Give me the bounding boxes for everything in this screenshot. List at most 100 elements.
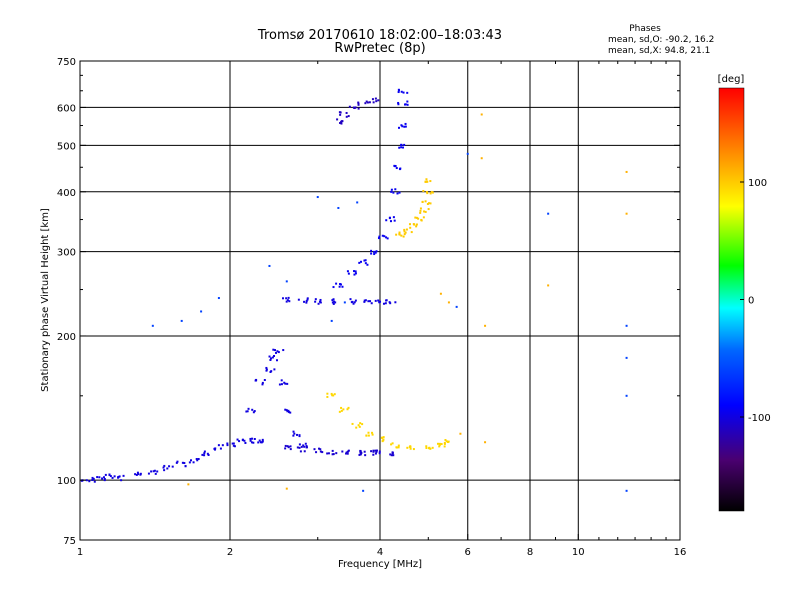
data-point — [415, 225, 418, 228]
data-point — [414, 216, 417, 219]
data-point — [455, 305, 458, 308]
data-point — [354, 270, 357, 273]
data-point — [305, 301, 308, 304]
data-point — [180, 319, 183, 322]
data-point — [444, 438, 447, 441]
data-point — [113, 475, 116, 478]
data-point — [429, 447, 432, 450]
data-point — [109, 475, 112, 478]
data-point — [321, 451, 324, 454]
data-point — [443, 441, 446, 444]
data-point — [333, 300, 336, 303]
data-point — [393, 219, 396, 222]
data-point — [358, 425, 361, 428]
data-point — [339, 283, 342, 286]
data-point — [103, 479, 106, 482]
data-point — [398, 146, 401, 149]
data-point — [397, 126, 400, 129]
data-point — [343, 301, 346, 304]
data-point — [331, 449, 334, 452]
data-point — [298, 443, 301, 446]
data-point — [415, 216, 418, 219]
stats-line-x: mean, sd,X: 94.8, 21.1 — [608, 46, 710, 56]
data-point — [317, 302, 320, 305]
data-point — [286, 299, 289, 302]
data-point — [354, 299, 357, 302]
data-point — [153, 469, 156, 472]
data-point — [259, 441, 262, 444]
data-point — [359, 453, 362, 456]
data-point — [425, 190, 428, 193]
data-point — [280, 379, 283, 382]
data-point — [378, 301, 381, 304]
x-tick-label: 6 — [465, 547, 471, 558]
data-point — [305, 446, 308, 449]
data-point — [419, 207, 422, 210]
data-point — [438, 442, 441, 445]
data-points — [80, 88, 628, 492]
chart-title: Tromsø 20170610 18:02:00–18:03:43 — [257, 28, 502, 43]
data-point — [120, 479, 123, 482]
data-point — [394, 188, 397, 191]
data-point — [345, 452, 348, 455]
x-tick-label: 16 — [674, 547, 687, 558]
data-point — [305, 300, 308, 303]
data-point — [370, 302, 373, 305]
data-point — [93, 480, 96, 483]
data-point — [347, 272, 350, 275]
data-point — [400, 90, 403, 93]
data-point — [393, 165, 396, 168]
data-point — [402, 91, 405, 94]
data-point — [154, 472, 157, 475]
data-point — [214, 448, 217, 451]
data-point — [347, 115, 350, 118]
data-point — [331, 301, 334, 304]
data-point — [422, 189, 425, 192]
data-point — [284, 408, 287, 411]
data-point — [101, 477, 104, 480]
data-point — [273, 349, 276, 352]
data-point — [347, 406, 350, 409]
data-point — [241, 439, 244, 442]
data-point — [368, 101, 371, 104]
data-point — [246, 410, 249, 413]
data-point — [156, 470, 159, 473]
data-point — [428, 202, 431, 205]
data-point — [625, 394, 628, 397]
data-point — [298, 446, 301, 449]
data-point — [197, 458, 200, 461]
data-point — [270, 357, 273, 360]
data-point — [345, 111, 348, 114]
data-point — [338, 111, 341, 114]
data-point — [355, 426, 358, 429]
data-point — [403, 143, 406, 146]
data-point — [261, 440, 264, 443]
data-point — [183, 462, 186, 465]
data-point — [390, 454, 393, 457]
data-point — [206, 452, 209, 455]
data-point — [382, 302, 385, 305]
data-point — [243, 439, 246, 442]
data-point — [346, 408, 349, 411]
data-point — [358, 453, 361, 456]
data-point — [425, 178, 428, 181]
data-point — [364, 299, 367, 302]
data-point — [207, 454, 210, 457]
data-point — [389, 302, 392, 305]
data-point — [357, 424, 360, 427]
data-point — [363, 299, 366, 302]
chart-subtitle: RwPretec (8p) — [334, 41, 425, 56]
data-point — [365, 100, 368, 103]
data-point — [361, 423, 364, 426]
data-point — [359, 450, 362, 453]
data-point — [403, 233, 406, 236]
data-point — [370, 450, 373, 453]
data-point — [332, 298, 335, 301]
data-point — [326, 392, 329, 395]
data-point — [358, 261, 361, 264]
data-point — [316, 196, 319, 199]
data-point — [285, 409, 288, 412]
data-point — [332, 394, 335, 397]
data-point — [232, 442, 235, 445]
data-point — [232, 444, 235, 447]
